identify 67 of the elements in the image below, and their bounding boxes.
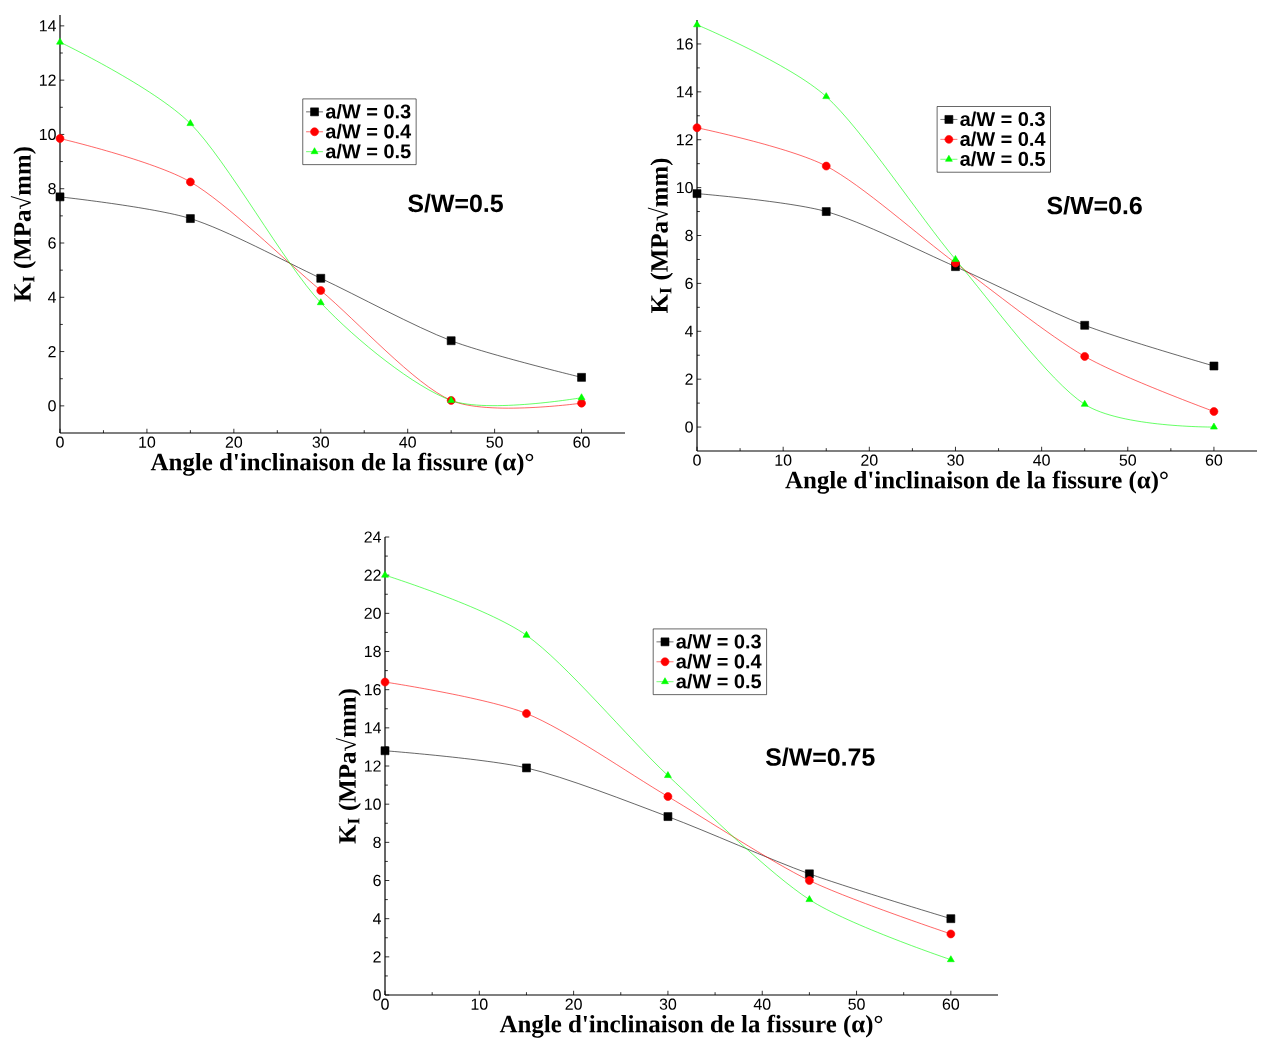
y-tick-label: 8 [48,183,56,195]
y-tick-label: 20 [364,607,381,619]
x-axis-title: Angle d'inclinaison de la fissure (α)° [499,1014,883,1038]
y-tick-label: 0 [373,989,381,1001]
x-tick-label: 20 [861,454,878,466]
y-tick-label: 14 [364,722,382,734]
y-tick-label: 18 [364,645,381,658]
x-tick-label: 40 [753,998,771,1010]
x-tick-label: 10 [139,436,156,448]
legend-label: a/W = 0.4 [676,653,762,669]
y-tick-label: 10 [39,128,56,141]
y-tick-label: 10 [676,181,693,194]
x-tick-label: 50 [486,436,503,448]
annotation: S/W=0.75 [765,747,875,767]
x-tick-label: 40 [399,436,416,448]
y-tick-label: 6 [48,237,56,249]
y-tick-label: 14 [676,86,694,98]
x-tick-label: 10 [471,998,488,1010]
x-tick-label: 10 [775,454,792,466]
x-tick-label: 0 [56,436,64,448]
y-tick-label: 16 [676,38,693,50]
y-tick-label: 0 [48,400,56,412]
y-tick-label: 12 [364,760,381,772]
y-tick-label: 2 [373,951,381,963]
annotation: S/W=0.5 [408,193,503,213]
y-tick-label: 14 [39,20,56,32]
y-tick-label: 2 [685,373,693,385]
y-axis-title: K$_{I}$ (MPa√mm) [10,147,36,302]
legend-label: a/W = 0.3 [325,103,411,119]
y-tick-label: 0 [685,421,693,433]
x-tick-label: 60 [573,436,590,448]
x-tick-label: 20 [565,998,582,1010]
y-tick-label: 10 [364,798,381,810]
legend-label: a/W = 0.5 [960,151,1045,167]
y-tick-label: 6 [685,277,693,290]
x-axis-title: Angle d'inclinaison de la fissure (α)° [150,452,534,476]
y-tick-label: 8 [685,229,693,242]
y-tick-label: 2 [48,346,56,358]
x-tick-label: 60 [942,998,960,1010]
y-tick-label: 12 [676,134,693,146]
y-tick-label: 4 [372,913,382,925]
legend-label: a/W = 0.5 [676,673,762,689]
x-tick-label: 50 [1119,454,1137,466]
legend-label: a/W = 0.5 [325,143,411,159]
y-tick-label: 4 [684,325,694,337]
legend-label: a/W = 0.3 [960,111,1045,127]
y-axis-title: K$_{I}$ (MPa√mm) [335,689,361,844]
y-tick-label: 12 [39,74,56,86]
y-tick-label: 6 [373,874,381,887]
x-tick-label: 30 [312,436,329,448]
x-axis-title: Angle d'inclinaison de la fissure (α)° [785,470,1168,494]
x-tick-label: 40 [1033,454,1050,466]
x-tick-label: 30 [659,998,677,1010]
x-tick-label: 20 [225,436,243,448]
y-tick-label: 24 [364,531,382,543]
annotation: S/W=0.6 [1047,196,1142,215]
legend-label: a/W = 0.3 [676,633,761,649]
legend-label: a/W = 0.4 [325,123,412,139]
x-tick-label: 60 [1205,454,1223,466]
y-tick-label: 16 [364,684,381,696]
x-tick-label: 50 [848,998,865,1010]
y-tick-label: 4 [47,291,57,303]
legend-label: a/W = 0.4 [960,131,1046,147]
x-tick-label: 30 [947,454,964,466]
y-tick-label: 22 [364,569,381,581]
y-tick-label: 8 [373,836,381,848]
y-axis-title: K$_{I}$ (MPa√mm) [647,158,673,313]
